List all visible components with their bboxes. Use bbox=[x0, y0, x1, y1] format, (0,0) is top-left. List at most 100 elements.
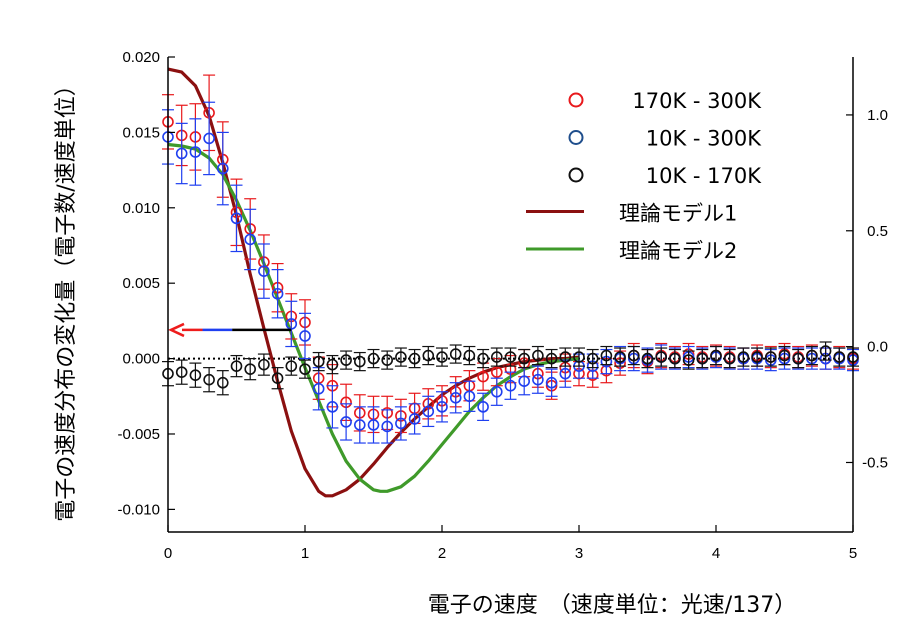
arrow-annotation bbox=[168, 322, 292, 338]
y-axis-title: 電子の速度分布の変化量（電子数/速度単位） bbox=[54, 74, 79, 521]
data-point bbox=[532, 349, 544, 362]
data-point bbox=[614, 351, 626, 363]
data-point bbox=[682, 354, 695, 366]
y-tick-label: 0.005 bbox=[122, 275, 160, 292]
data-point bbox=[189, 369, 202, 381]
y-tick-label: 0.020 bbox=[122, 49, 160, 66]
y2-tick-label: -0.5 bbox=[862, 454, 888, 471]
legend-label: 170K - 300K bbox=[632, 89, 762, 113]
data-point bbox=[408, 352, 421, 365]
legend-entry-1: 170K - 300K bbox=[568, 89, 762, 113]
x-tick-label: 4 bbox=[712, 545, 720, 562]
data-point bbox=[737, 351, 750, 363]
data-point bbox=[655, 351, 668, 363]
data-point bbox=[367, 419, 380, 431]
legend-entry-4: 理論モデル1 bbox=[526, 202, 737, 226]
data-point bbox=[312, 382, 325, 395]
data-point bbox=[449, 348, 462, 360]
data-point bbox=[271, 287, 284, 300]
tick-labels: 0 1 2 3 4 5 0.020 0.015 0.010 0.005 0.000 -0.005 -0.… bbox=[117, 49, 888, 562]
legend-marker bbox=[568, 92, 584, 108]
data-point bbox=[696, 352, 709, 365]
y-tick-label: -0.005 bbox=[117, 426, 160, 443]
data-point bbox=[641, 352, 654, 365]
data-point bbox=[449, 391, 462, 404]
data-point bbox=[408, 413, 421, 425]
legend-marker bbox=[568, 130, 584, 145]
data-point bbox=[545, 352, 558, 365]
data-point bbox=[422, 405, 435, 418]
data-point bbox=[477, 401, 489, 413]
data-point bbox=[422, 349, 435, 362]
legend-entry-3: 10K - 170K bbox=[568, 164, 762, 188]
data-point bbox=[778, 349, 791, 362]
data-point bbox=[367, 352, 380, 365]
data-point bbox=[326, 358, 339, 371]
data-point bbox=[490, 385, 503, 398]
data-point bbox=[545, 376, 558, 389]
y2-tick-label: 0.0 bbox=[867, 339, 888, 356]
data-point bbox=[271, 372, 284, 384]
data-point bbox=[436, 351, 448, 363]
data-point bbox=[504, 351, 517, 363]
arrow-head bbox=[168, 322, 185, 338]
legend-entry-2: 10K - 300K bbox=[568, 127, 763, 151]
legend-marker bbox=[568, 167, 584, 183]
data-points bbox=[162, 74, 859, 444]
data-point bbox=[353, 419, 366, 431]
data-point bbox=[203, 373, 215, 386]
data-point bbox=[175, 147, 188, 160]
data-point bbox=[244, 233, 256, 246]
legend: 170K - 300K 10K - 300K 10K - 170K 理論モデル1 理論モ… bbox=[526, 89, 762, 263]
data-point bbox=[490, 351, 503, 363]
data-point bbox=[217, 376, 229, 389]
legend-label: 理論モデル1 bbox=[619, 202, 737, 226]
data-point bbox=[258, 265, 270, 277]
y2-tick-label: 1.0 bbox=[867, 107, 888, 124]
data-point bbox=[244, 363, 256, 375]
x-axis-title: 電子の速度 （速度単位：光速/137） bbox=[428, 593, 796, 618]
x-tick-label: 2 bbox=[438, 545, 446, 562]
data-point bbox=[230, 212, 243, 225]
data-point bbox=[381, 420, 394, 433]
data-point bbox=[573, 351, 585, 363]
axes bbox=[167, 56, 854, 533]
data-point bbox=[477, 370, 489, 383]
data-point bbox=[340, 354, 352, 366]
legend-label: 10K - 300K bbox=[646, 127, 763, 151]
data-point bbox=[751, 351, 763, 363]
data-point bbox=[504, 379, 517, 392]
data-point bbox=[175, 366, 188, 378]
y-tick-label: 0.015 bbox=[122, 124, 160, 141]
y-tick-label: -0.010 bbox=[117, 501, 160, 518]
data-point bbox=[258, 358, 270, 371]
legend-label: 理論モデル2 bbox=[619, 239, 737, 263]
data-point bbox=[723, 352, 736, 365]
legend-entry-5: 理論モデル2 bbox=[526, 239, 737, 263]
data-point bbox=[353, 355, 366, 368]
data-point bbox=[395, 417, 407, 430]
data-point bbox=[189, 146, 202, 158]
data-point bbox=[559, 367, 572, 380]
data-point bbox=[518, 375, 531, 388]
data-point bbox=[463, 349, 476, 362]
data-point bbox=[518, 352, 531, 365]
x-tick-label: 0 bbox=[164, 545, 172, 562]
data-point bbox=[764, 351, 777, 363]
data-point bbox=[710, 349, 722, 362]
data-point bbox=[806, 349, 818, 362]
data-point bbox=[532, 373, 544, 386]
data-point bbox=[819, 345, 832, 357]
data-point bbox=[627, 349, 640, 362]
data-point bbox=[312, 355, 325, 368]
data-point bbox=[230, 360, 243, 372]
data-point bbox=[463, 390, 476, 403]
data-point bbox=[792, 352, 805, 365]
data-point bbox=[285, 360, 298, 372]
data-point bbox=[395, 351, 407, 363]
data-point bbox=[586, 352, 599, 365]
data-point bbox=[669, 352, 681, 365]
y2-tick-label: 0.5 bbox=[867, 223, 888, 240]
data-point bbox=[381, 354, 394, 366]
